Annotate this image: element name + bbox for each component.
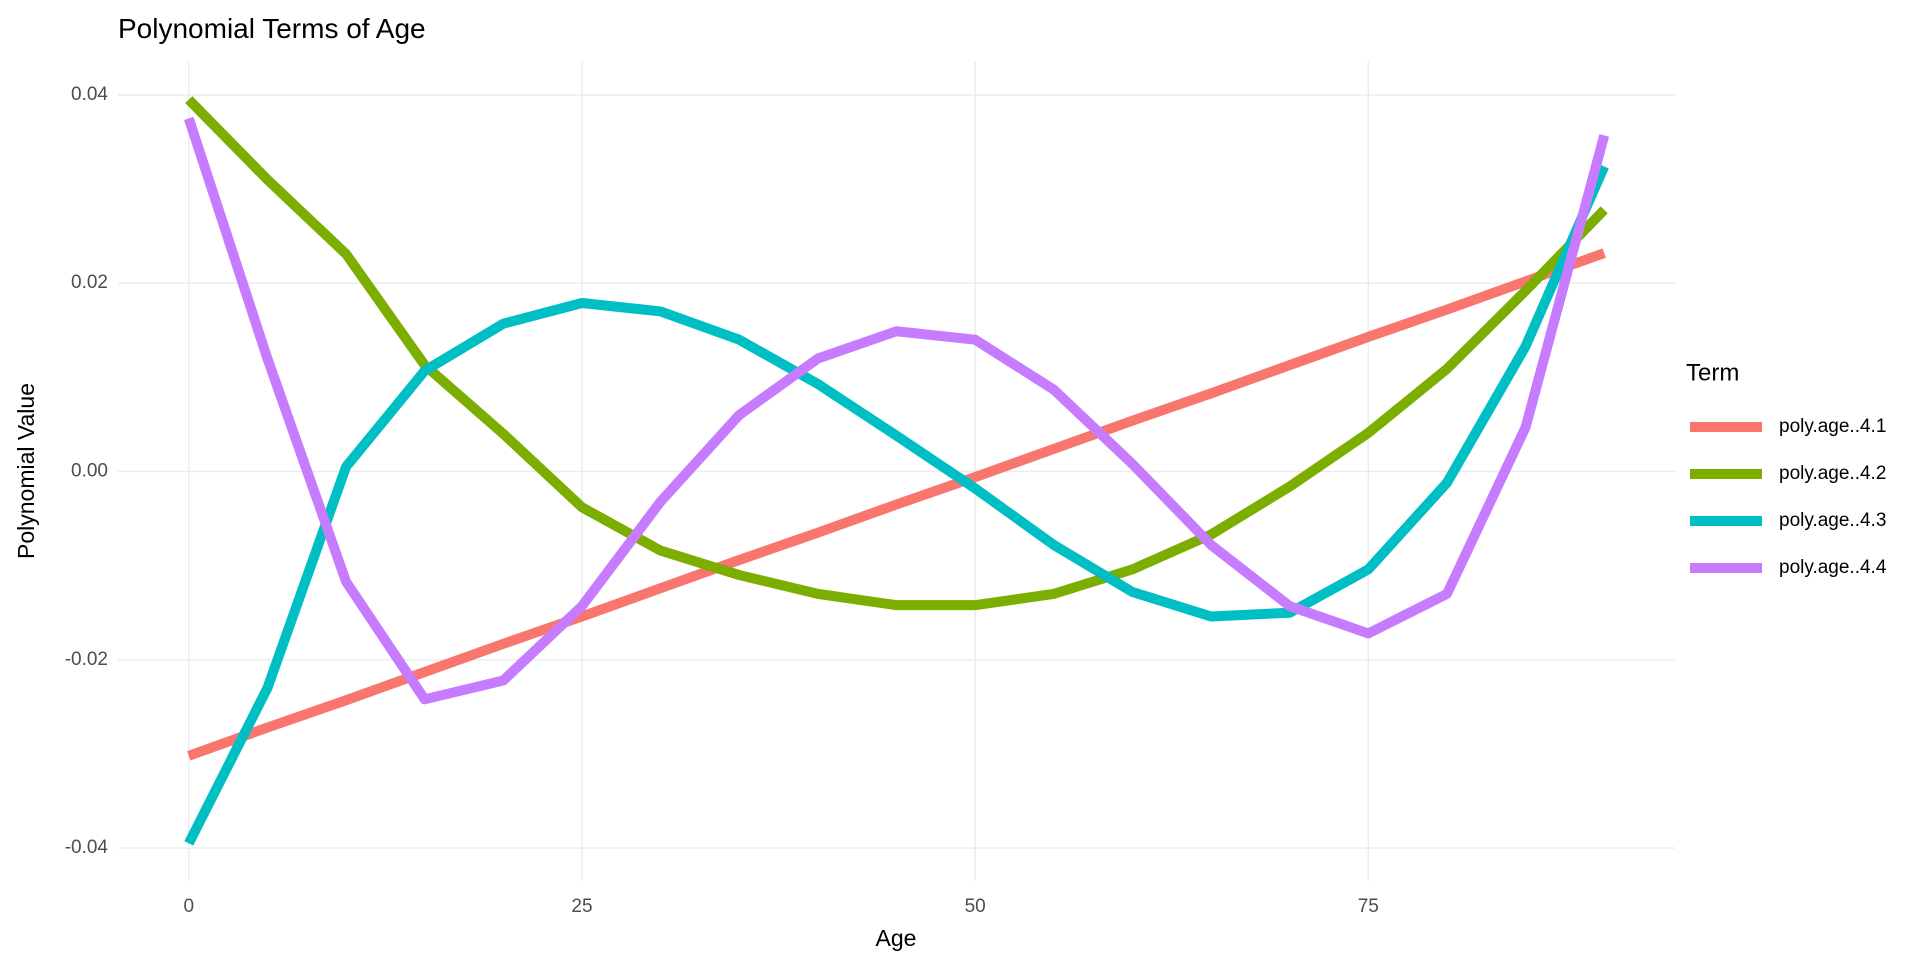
legend-label: poly.age..4.3 <box>1779 510 1886 531</box>
y-tick-label: 0.02 <box>71 272 108 293</box>
y-tick-label: 0.00 <box>71 461 108 482</box>
y-tick-label: -0.04 <box>65 837 109 858</box>
legend-label: poly.age..4.4 <box>1779 557 1887 578</box>
y-tick-label: 0.04 <box>71 84 108 105</box>
chart-title: Polynomial Terms of Age <box>118 13 426 44</box>
legend-title: Term <box>1686 359 1739 386</box>
series-line <box>185 96 1608 611</box>
x-tick-label: 25 <box>571 896 592 917</box>
legend-label: poly.age..4.2 <box>1779 463 1886 484</box>
x-tick-label: 50 <box>965 896 986 917</box>
series-line <box>184 164 1609 846</box>
series-line <box>184 116 1610 705</box>
series-line <box>187 248 1606 761</box>
x-tick-label: 75 <box>1358 896 1379 917</box>
x-tick-label: 0 <box>183 896 194 917</box>
legend-label: poly.age..4.1 <box>1779 416 1886 437</box>
x-axis-title: Age <box>876 925 917 951</box>
y-axis-title: Polynomial Value <box>13 383 39 559</box>
y-tick-label: -0.02 <box>65 649 108 670</box>
